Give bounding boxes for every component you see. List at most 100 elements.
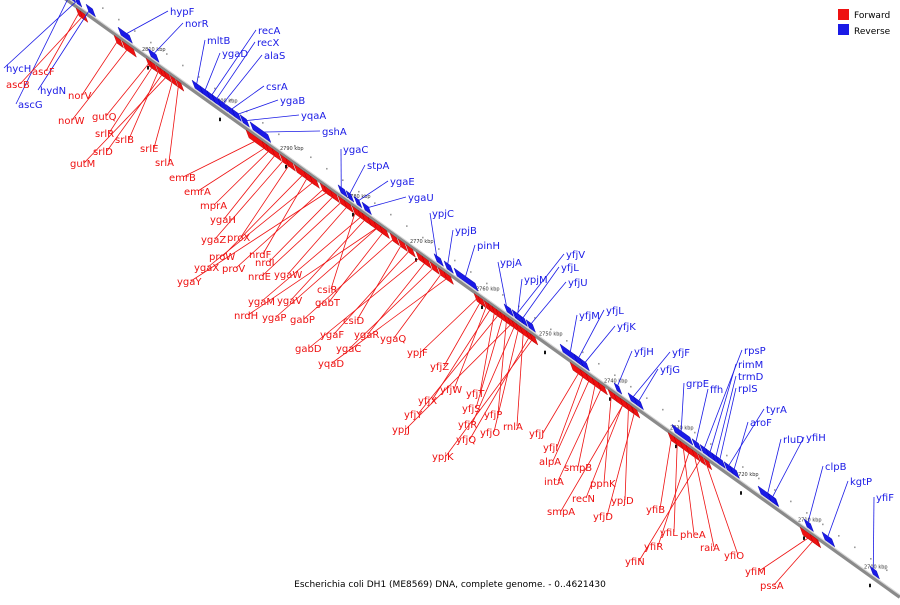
scale-dot — [326, 168, 328, 170]
gene-label-yfjK: yfjK — [617, 322, 636, 333]
gene-label-yfjS: yfjS — [462, 404, 481, 415]
gene-label-recX: recX — [257, 38, 280, 49]
scale-dot — [470, 271, 472, 273]
gene-label-yfjG: yfjG — [660, 365, 680, 376]
scale-dot — [502, 294, 504, 296]
label-leader — [703, 350, 742, 451]
label-leader — [72, 49, 128, 120]
gene-label-ygaY: ygaY — [177, 277, 202, 288]
gene-label-ygaU: ygaU — [408, 193, 434, 204]
label-leader — [873, 497, 874, 573]
scale-dot — [134, 30, 136, 32]
gene-label-yfiR: yfiR — [644, 542, 663, 553]
label-leader — [517, 333, 523, 426]
gene-label-norW: norW — [58, 116, 85, 127]
gene-label-srlE: srlE — [140, 144, 158, 155]
scale-dot — [710, 443, 712, 445]
gene-label-ypjC: ypjC — [432, 209, 454, 220]
scale-dot — [646, 397, 648, 399]
tick-mark — [285, 165, 287, 169]
scale-dot — [438, 248, 440, 250]
label-leader — [733, 422, 748, 472]
label-leader — [154, 81, 172, 148]
gene-label-yfiB: yfiB — [646, 505, 665, 516]
gene-label-ypjF: ypjF — [407, 348, 428, 359]
gene-label-yfjV: yfjV — [566, 250, 585, 261]
label-leader — [683, 447, 694, 534]
gene-label-yfjL: yfjL — [561, 263, 579, 274]
tick-label: 2700 kbp — [864, 565, 888, 571]
scale-dot — [630, 386, 632, 388]
gene-label-nrdE: nrdE — [248, 272, 271, 283]
gene-label-proX: proX — [227, 233, 250, 244]
gene-label-ypjM: ypjM — [524, 275, 548, 286]
gene-label-ascG: ascG — [18, 100, 43, 111]
gene-label-ygaD: ygaD — [222, 49, 248, 60]
tick-mark — [481, 306, 483, 310]
tick-label: 2810 kbp — [142, 47, 166, 53]
label-leader — [517, 279, 522, 317]
gene-label-ygaM: ygaM — [248, 297, 275, 308]
label-leader — [827, 481, 848, 539]
legend-forward-label: Forward — [854, 11, 890, 21]
gene-label-hydN: hydN — [40, 86, 66, 97]
gene-label-srlB: srlB — [115, 135, 134, 146]
gene-label-pheA: pheA — [680, 530, 706, 541]
gene-label-yfjP: yfjP — [484, 410, 502, 421]
gene-label-tyrA: tyrA — [766, 405, 787, 416]
gene-label-mltB: mltB — [207, 36, 230, 47]
scale-dot — [422, 237, 424, 239]
scale-dot — [822, 524, 824, 526]
scale-dot — [150, 42, 152, 44]
label-leader — [583, 326, 615, 365]
tick-label: 2760 kbp — [476, 287, 500, 293]
legend-forward-swatch — [838, 9, 849, 20]
gene-label-ygaR: ygaR — [354, 330, 379, 341]
label-leader — [357, 245, 401, 320]
label-leader — [262, 217, 361, 301]
label-leader — [465, 245, 475, 280]
gene-label-norV: norV — [68, 91, 92, 102]
scale-dot — [406, 225, 408, 227]
label-leader — [767, 439, 781, 496]
gene-label-gutM: gutM — [70, 159, 95, 170]
gene-label-yfjD: yfjD — [593, 512, 613, 523]
gene-label-yfjZ: yfjZ — [430, 362, 449, 373]
label-leader — [82, 42, 117, 95]
label-leader — [259, 131, 320, 132]
gene-label-yfjQ: yfjQ — [456, 435, 476, 446]
label-leader — [498, 321, 506, 414]
label-leader — [368, 262, 425, 334]
gene-label-yqaD: yqaD — [318, 359, 344, 370]
scale-dot — [854, 547, 856, 549]
gene-label-ygaF: ygaF — [320, 330, 344, 341]
gene-label-yfjH: yfjH — [634, 347, 654, 358]
label-leader — [695, 389, 708, 445]
tick-mark — [740, 491, 742, 495]
gene-label-ygaE: ygaE — [390, 177, 415, 188]
tick-label: 2750 kbp — [539, 332, 563, 338]
gene-label-yfjF: yfjF — [672, 348, 690, 359]
gene-label-rnlA: rnlA — [503, 422, 523, 433]
gene-label-raiA: raiA — [700, 543, 720, 554]
gene-label-yfiL: yfiL — [660, 528, 678, 539]
label-leader — [124, 11, 168, 35]
tick-mark — [544, 351, 546, 355]
gene-label-recN: recN — [572, 494, 595, 505]
gene-label-trmD: trmD — [738, 372, 764, 383]
label-leader — [263, 178, 307, 254]
gene-label-rluD: rluD — [783, 435, 804, 446]
gene-label-recA: recA — [258, 26, 281, 37]
tick-mark — [803, 536, 805, 540]
scale-dot — [278, 134, 280, 136]
scale-dot — [342, 179, 344, 181]
tick-mark — [869, 584, 871, 588]
label-leader — [771, 437, 804, 499]
label-leader — [198, 148, 265, 191]
gene-label-ygaZ: ygaZ — [201, 235, 226, 246]
gene-label-smpB: smpB — [564, 463, 592, 474]
scale-dot — [598, 363, 600, 365]
scale-dot — [742, 466, 744, 468]
label-leader — [222, 55, 262, 105]
